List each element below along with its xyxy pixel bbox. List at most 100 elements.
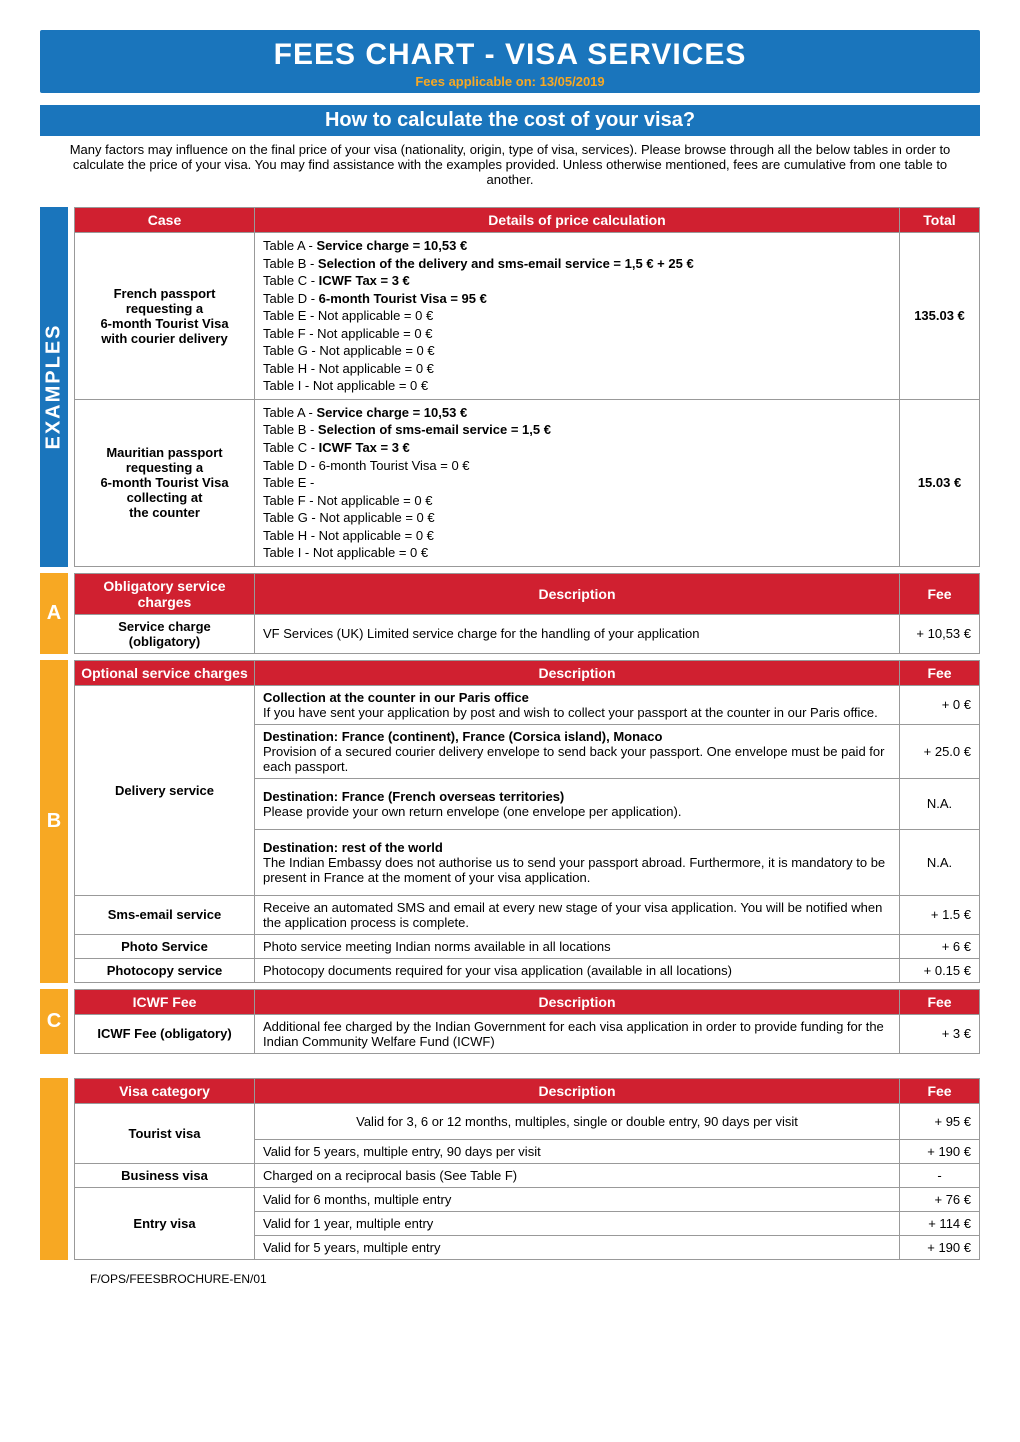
table-a-header-row: Obligatory service charges Description F… bbox=[75, 573, 980, 614]
table-d-business-fee: - bbox=[900, 1163, 980, 1187]
table-b-photo-desc: Photo service meeting Indian norms avail… bbox=[255, 934, 900, 958]
table-d-entry-fee-2: + 114 € bbox=[900, 1211, 980, 1235]
table-c-header-fee: Fee bbox=[900, 989, 980, 1014]
table-b-photocopy-fee: + 0.15 € bbox=[900, 958, 980, 982]
table-b-photo-row: Photo Service Photo service meeting Indi… bbox=[75, 934, 980, 958]
table-c-side-tab: C bbox=[40, 989, 68, 1054]
examples-side-tab: EXAMPLES bbox=[40, 207, 68, 567]
table-b-delivery-desc-1: Collection at the counter in our Paris o… bbox=[255, 685, 900, 724]
table-b-photocopy-desc: Photocopy documents required for your vi… bbox=[255, 958, 900, 982]
table-b-delivery-fee-1: + 0 € bbox=[900, 685, 980, 724]
table-b-tab-label: B bbox=[47, 810, 61, 833]
table-b-delivery-body-4: The Indian Embassy does not authorise us… bbox=[263, 855, 885, 885]
table-b-delivery-desc-4: Destination: rest of the worldThe Indian… bbox=[255, 829, 900, 895]
examples-header-total: Total bbox=[900, 208, 980, 233]
table-c-row-1-fee: + 3 € bbox=[900, 1014, 980, 1053]
table-b-photocopy-name: Photocopy service bbox=[75, 958, 255, 982]
table-c-row-1-name: ICWF Fee (obligatory) bbox=[75, 1014, 255, 1053]
table-d-entry-name: Entry visa bbox=[75, 1187, 255, 1259]
page-title: FEES CHART - VISA SERVICES bbox=[40, 38, 980, 72]
table-a-block: A Obligatory service charges Description… bbox=[40, 573, 980, 654]
table-b-delivery-fee-3: N.A. bbox=[900, 778, 980, 829]
table-b-sms-name: Sms-email service bbox=[75, 895, 255, 934]
examples-header-row: Case Details of price calculation Total bbox=[75, 208, 980, 233]
howto-heading: How to calculate the cost of your visa? bbox=[40, 105, 980, 136]
table-d-tourist-fee-1: + 95 € bbox=[900, 1103, 980, 1139]
banner: FEES CHART - VISA SERVICES Fees applicab… bbox=[40, 30, 980, 93]
examples-block: EXAMPLES Case Details of price calculati… bbox=[40, 207, 980, 567]
table-d-tourist-row-1: Tourist visa Valid for 3, 6 or 12 months… bbox=[75, 1103, 980, 1139]
table-a-tab-label: A bbox=[47, 602, 61, 625]
table-a: Obligatory service charges Description F… bbox=[74, 573, 980, 654]
table-b-delivery-title-4: Destination: rest of the world bbox=[263, 840, 443, 855]
table-d-side-tab bbox=[40, 1078, 68, 1260]
examples-header-details: Details of price calculation bbox=[255, 208, 900, 233]
table-d-business-desc: Charged on a reciprocal basis (See Table… bbox=[255, 1163, 900, 1187]
table-d-header-name: Visa category bbox=[75, 1078, 255, 1103]
table-d-tourist-desc-2: Valid for 5 years, multiple entry, 90 da… bbox=[255, 1139, 900, 1163]
examples-row-2: Mauritian passportrequesting a6-month To… bbox=[75, 399, 980, 566]
table-b: Optional service charges Description Fee… bbox=[74, 660, 980, 983]
table-b-delivery-fee-2: + 25.0 € bbox=[900, 724, 980, 778]
table-d-block: Visa category Description Fee Tourist vi… bbox=[40, 1078, 980, 1260]
table-a-row-1-name: Service charge (obligatory) bbox=[75, 614, 255, 653]
table-b-header-row: Optional service charges Description Fee bbox=[75, 660, 980, 685]
table-c-row-1-desc: Additional fee charged by the Indian Gov… bbox=[255, 1014, 900, 1053]
table-b-side-tab: B bbox=[40, 660, 68, 983]
table-b-delivery-row-1: Delivery service Collection at the count… bbox=[75, 685, 980, 724]
examples-table: Case Details of price calculation Total … bbox=[74, 207, 980, 567]
table-b-delivery-body-1: If you have sent your application by pos… bbox=[263, 705, 878, 720]
table-b-header-fee: Fee bbox=[900, 660, 980, 685]
table-b-delivery-name: Delivery service bbox=[75, 685, 255, 895]
table-d-entry-desc-1: Valid for 6 months, multiple entry bbox=[255, 1187, 900, 1211]
table-a-header-name: Obligatory service charges bbox=[75, 573, 255, 614]
table-b-sms-fee: + 1.5 € bbox=[900, 895, 980, 934]
table-b-photo-fee: + 6 € bbox=[900, 934, 980, 958]
howto-intro: Many factors may influence on the final … bbox=[40, 136, 980, 201]
table-d-entry-row-1: Entry visa Valid for 6 months, multiple … bbox=[75, 1187, 980, 1211]
examples-side-label: EXAMPLES bbox=[43, 324, 66, 450]
footer-reference: F/OPS/FEESBROCHURE-EN/01 bbox=[40, 1272, 980, 1286]
table-c-header-name: ICWF Fee bbox=[75, 989, 255, 1014]
table-c-row-1: ICWF Fee (obligatory) Additional fee cha… bbox=[75, 1014, 980, 1053]
table-a-row-1: Service charge (obligatory) VF Services … bbox=[75, 614, 980, 653]
example-1-details: Table A - Service charge = 10,53 €Table … bbox=[255, 233, 900, 400]
table-b-delivery-fee-4: N.A. bbox=[900, 829, 980, 895]
example-2-total: 15.03 € bbox=[900, 399, 980, 566]
table-d-entry-fee-3: + 190 € bbox=[900, 1235, 980, 1259]
examples-header-case: Case bbox=[75, 208, 255, 233]
table-b-photocopy-row: Photocopy service Photocopy documents re… bbox=[75, 958, 980, 982]
table-b-block: B Optional service charges Description F… bbox=[40, 660, 980, 983]
table-b-delivery-body-3: Please provide your own return envelope … bbox=[263, 804, 681, 819]
table-b-sms-desc: Receive an automated SMS and email at ev… bbox=[255, 895, 900, 934]
table-d-business-row: Business visa Charged on a reciprocal ba… bbox=[75, 1163, 980, 1187]
example-1-total: 135.03 € bbox=[900, 233, 980, 400]
table-c-header-desc: Description bbox=[255, 989, 900, 1014]
table-b-delivery-title-1: Collection at the counter in our Paris o… bbox=[263, 690, 529, 705]
banner-subtitle: Fees applicable on: 13/05/2019 bbox=[40, 74, 980, 89]
table-d-business-name: Business visa bbox=[75, 1163, 255, 1187]
table-a-header-fee: Fee bbox=[900, 573, 980, 614]
table-a-side-tab: A bbox=[40, 573, 68, 654]
table-b-sms-row: Sms-email service Receive an automated S… bbox=[75, 895, 980, 934]
table-b-photo-name: Photo Service bbox=[75, 934, 255, 958]
table-c-block: C ICWF Fee Description Fee ICWF Fee (obl… bbox=[40, 989, 980, 1054]
example-1-case: French passportrequesting a6-month Touri… bbox=[75, 233, 255, 400]
table-d-header-desc: Description bbox=[255, 1078, 900, 1103]
table-d-tourist-desc-1: Valid for 3, 6 or 12 months, multiples, … bbox=[255, 1103, 900, 1139]
table-d-entry-desc-3: Valid for 5 years, multiple entry bbox=[255, 1235, 900, 1259]
table-c-tab-label: C bbox=[47, 1010, 61, 1033]
example-2-details: Table A - Service charge = 10,53 €Table … bbox=[255, 399, 900, 566]
table-b-delivery-title-2: Destination: France (continent), France … bbox=[263, 729, 662, 744]
table-b-delivery-body-2: Provision of a secured courier delivery … bbox=[263, 744, 884, 774]
table-d-header-fee: Fee bbox=[900, 1078, 980, 1103]
table-b-header-desc: Description bbox=[255, 660, 900, 685]
table-d: Visa category Description Fee Tourist vi… bbox=[74, 1078, 980, 1260]
table-d-tourist-fee-2: + 190 € bbox=[900, 1139, 980, 1163]
table-a-row-1-desc: VF Services (UK) Limited service charge … bbox=[255, 614, 900, 653]
table-d-tourist-name: Tourist visa bbox=[75, 1103, 255, 1163]
table-a-header-desc: Description bbox=[255, 573, 900, 614]
table-d-entry-desc-2: Valid for 1 year, multiple entry bbox=[255, 1211, 900, 1235]
table-c: ICWF Fee Description Fee ICWF Fee (oblig… bbox=[74, 989, 980, 1054]
table-a-row-1-fee: + 10,53 € bbox=[900, 614, 980, 653]
